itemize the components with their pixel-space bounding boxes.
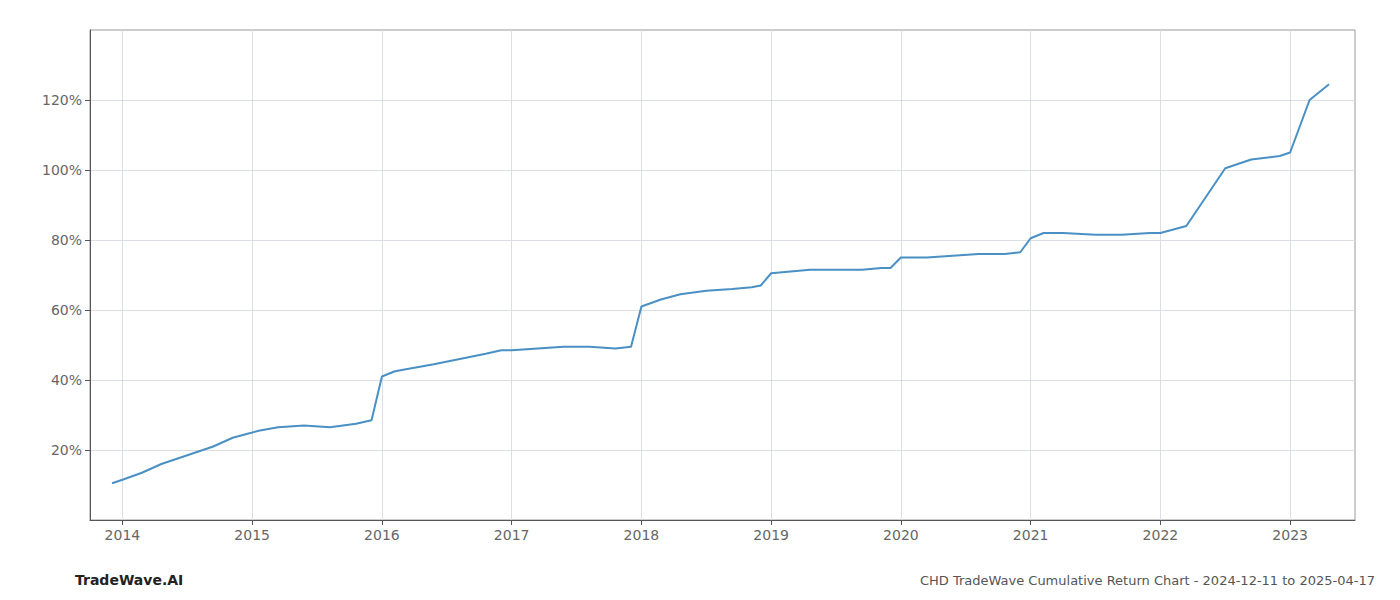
svg-text:2019: 2019 — [753, 527, 789, 543]
svg-text:60%: 60% — [51, 302, 82, 318]
svg-text:80%: 80% — [51, 232, 82, 248]
svg-text:120%: 120% — [42, 92, 82, 108]
svg-text:CHD TradeWave Cumulative Retur: CHD TradeWave Cumulative Return Chart - … — [920, 573, 1375, 588]
svg-text:2020: 2020 — [883, 527, 919, 543]
svg-text:2015: 2015 — [234, 527, 270, 543]
svg-text:100%: 100% — [42, 162, 82, 178]
svg-text:2016: 2016 — [364, 527, 400, 543]
svg-text:2014: 2014 — [105, 527, 141, 543]
svg-text:2022: 2022 — [1143, 527, 1179, 543]
svg-text:2023: 2023 — [1272, 527, 1308, 543]
svg-text:2017: 2017 — [494, 527, 530, 543]
svg-text:2021: 2021 — [1013, 527, 1049, 543]
svg-text:40%: 40% — [51, 372, 82, 388]
svg-text:2018: 2018 — [624, 527, 660, 543]
svg-text:20%: 20% — [51, 442, 82, 458]
svg-text:TradeWave.AI: TradeWave.AI — [75, 572, 183, 588]
